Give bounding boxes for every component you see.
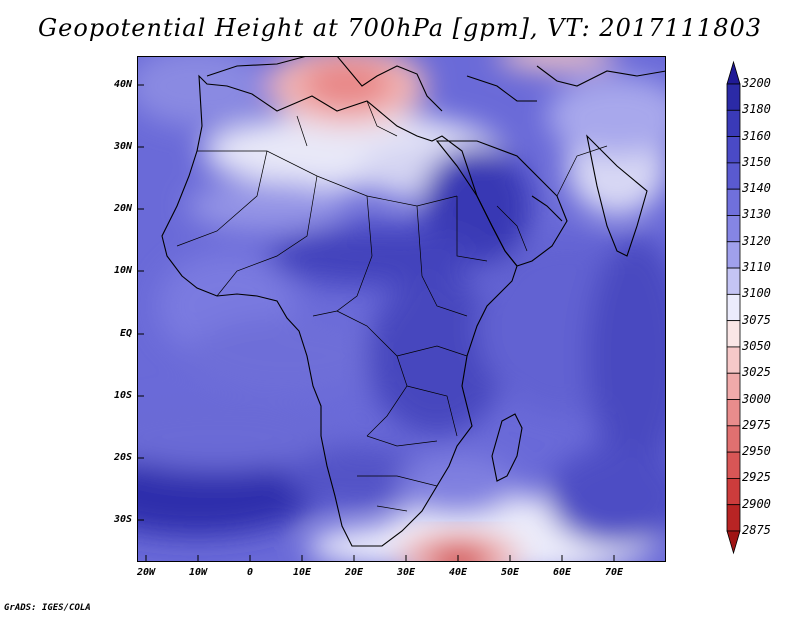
colorbar-box <box>726 136 741 164</box>
grads-credit: GrADS: IGES/COLA <box>4 603 91 613</box>
colorbar-box <box>726 162 741 190</box>
colorbar-level-label: 3075 <box>742 312 771 327</box>
colorbar-level-label: 3180 <box>742 102 771 117</box>
colorbar-level-label: 3000 <box>742 391 771 406</box>
colorbar-top-triangle <box>726 60 741 85</box>
lat-label-20s: 20S <box>113 452 132 463</box>
colorbar-box <box>726 346 741 374</box>
colorbar-box <box>726 83 741 111</box>
map-title: Geopotential Height at 700hPa [gpm], VT:… <box>38 14 762 42</box>
colorbar-level-label: 3110 <box>742 260 771 275</box>
colorbar-level-label: 2875 <box>742 523 771 537</box>
colorbar-level-label: 3100 <box>742 286 771 301</box>
colorbar-level-label: 2900 <box>742 496 771 511</box>
colorbar-box <box>726 425 741 453</box>
lon-label-50e: 50E <box>500 567 520 578</box>
colorbar-box <box>726 399 741 427</box>
lat-label-10s: 10S <box>113 390 132 401</box>
lon-label-60e: 60E <box>552 567 572 578</box>
lat-label-40n: 40N <box>113 79 132 90</box>
colorbar-box <box>726 267 741 295</box>
axis-ticks <box>137 84 615 562</box>
colorbar-box <box>726 215 741 243</box>
lat-label-10n: 10N <box>113 265 132 276</box>
colorbar-level-label: 2975 <box>742 417 771 432</box>
height-field <box>137 56 666 562</box>
map-panel <box>137 56 666 562</box>
colorbar-box <box>726 478 741 506</box>
colorbar-box <box>726 109 741 137</box>
lat-label-eq: EQ <box>119 328 132 339</box>
colorbar-level-label: 2950 <box>742 444 771 459</box>
colorbar-box <box>726 241 741 269</box>
colorbar-level-label: 2925 <box>742 470 771 485</box>
lon-label-40e: 40E <box>448 567 468 578</box>
colorbar-box <box>726 293 741 322</box>
colorbar-level-label: 3025 <box>742 365 771 380</box>
colorbar-box <box>726 320 741 348</box>
lat-label-30s: 30S <box>113 514 132 525</box>
colorbar-bottom-triangle <box>726 530 741 555</box>
colorbar-box <box>726 188 741 216</box>
colorbar-level-label: 3120 <box>742 233 771 248</box>
colorbar-level-label: 3050 <box>742 338 771 353</box>
lat-label-30n: 30N <box>113 141 132 152</box>
colorbar-level-label: 3140 <box>742 181 771 196</box>
lon-label-10w: 10W <box>188 567 208 578</box>
lon-label-10e: 10E <box>292 567 312 578</box>
colorbar-box <box>726 372 741 400</box>
lon-label-20e: 20E <box>344 567 364 578</box>
lat-label-20n: 20N <box>113 203 132 214</box>
colorbar-level-label: 3200 <box>742 76 771 90</box>
colorbar-box <box>726 504 741 532</box>
lon-label-0: 0 <box>246 567 254 578</box>
colorbar-level-label: 3130 <box>742 207 771 222</box>
geopotential-field-map <box>137 56 666 562</box>
country-borders <box>176 100 608 512</box>
lon-label-30e: 30E <box>396 567 416 578</box>
lon-label-20w: 20W <box>136 567 156 578</box>
colorbar-level-label: 3150 <box>742 154 771 169</box>
lon-label-70e: 70E <box>604 567 624 578</box>
colorbar-box <box>726 451 741 479</box>
colorbar-level-label: 3160 <box>742 128 771 143</box>
coastlines <box>161 56 666 547</box>
colorbar <box>726 60 741 555</box>
